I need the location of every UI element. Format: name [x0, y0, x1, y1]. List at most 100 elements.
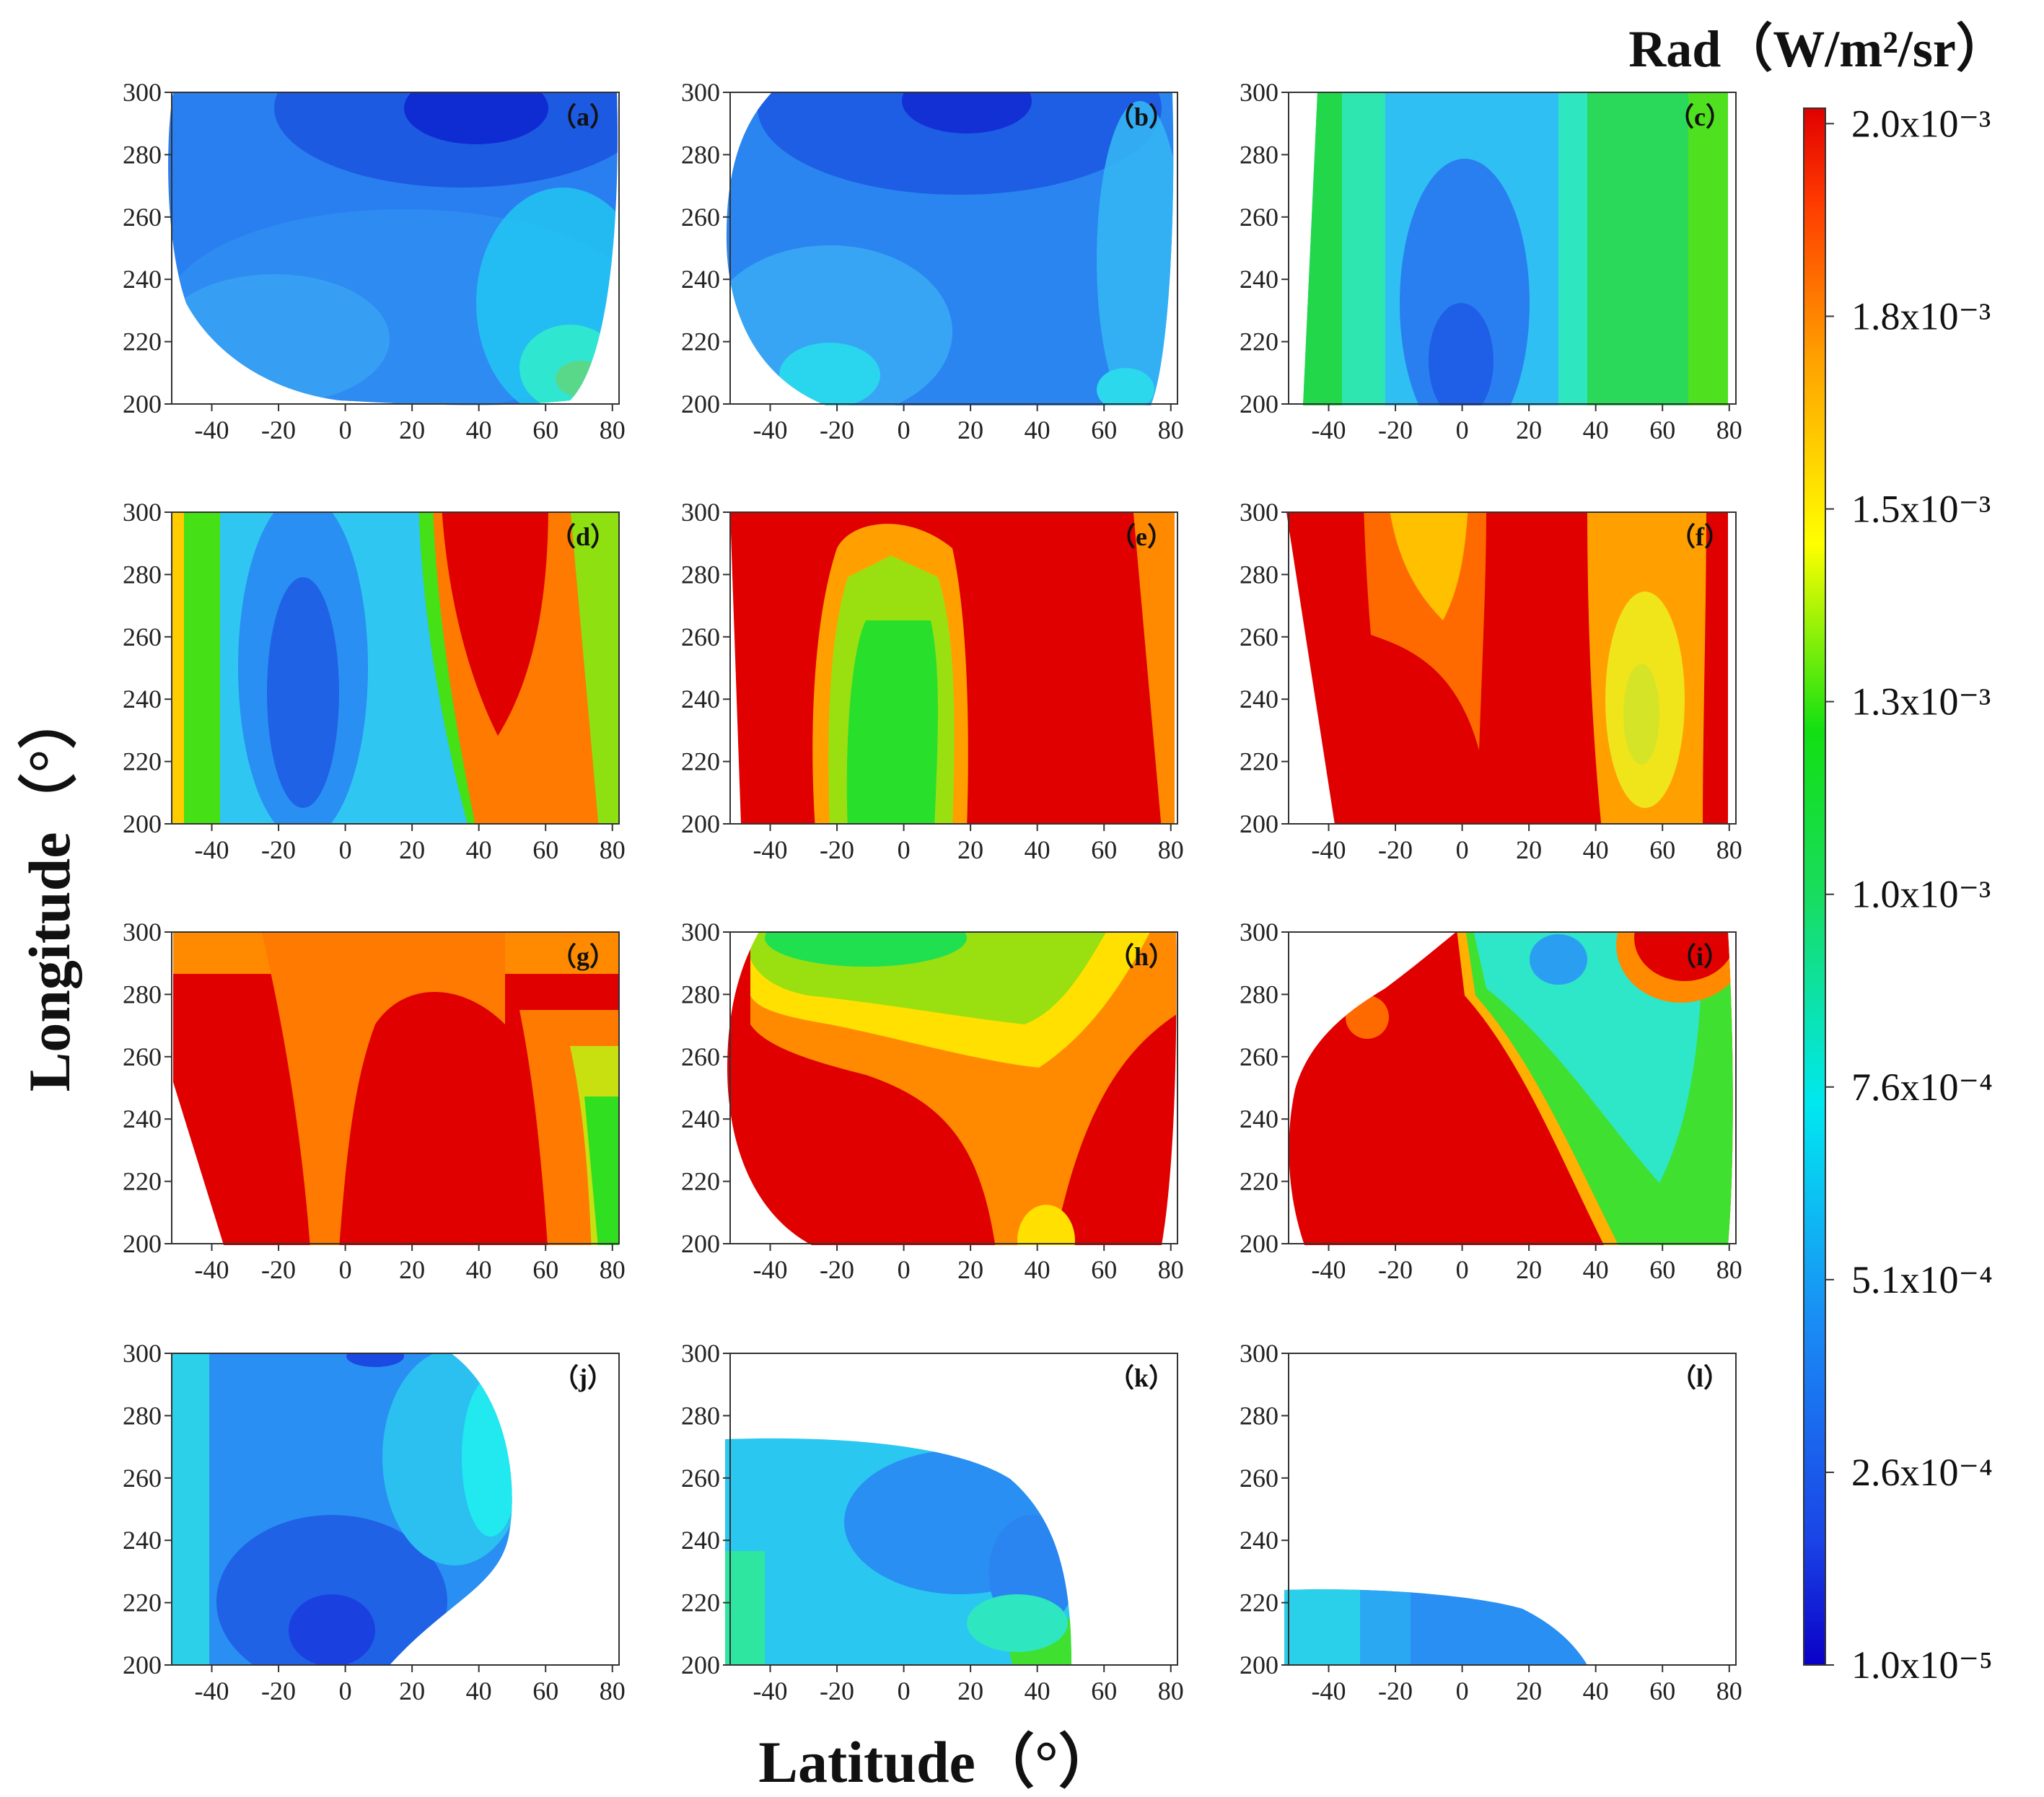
colorbar-tick-label: 7.6x10⁻⁴: [1851, 1066, 1993, 1109]
y-tick-label: 300: [1240, 918, 1278, 946]
colorbar: [1803, 107, 1826, 1666]
colorbar-ticks: 1.0x10⁻⁵ 2.6x10⁻⁴ 5.1x10⁻⁴ 7.6x10⁻⁴ 1.0x10⁻³…: [1825, 102, 1993, 1687]
x-tick-label: -20: [261, 1677, 296, 1705]
x-tick-label: -40: [1312, 416, 1346, 444]
y-tick-label: 280: [681, 1401, 720, 1430]
y-tick-label: 280: [681, 140, 720, 169]
x-tick-label: 0: [339, 1677, 352, 1705]
field-c: [1303, 92, 1728, 405]
x-tick-label: 0: [1456, 416, 1469, 444]
x-tick-label: 80: [1158, 1255, 1184, 1284]
x-tick-label: 60: [1091, 1255, 1117, 1284]
x-tick-label: 80: [600, 1255, 626, 1284]
y-tick-label: 240: [681, 685, 720, 713]
x-tick-label: 20: [957, 1677, 983, 1705]
x-tick-label: 20: [1516, 835, 1542, 864]
y-tick-label: 260: [1240, 623, 1278, 651]
panel-frame: [729, 92, 1178, 405]
x-tick-label: 60: [532, 416, 558, 444]
y-tick-label: 220: [1240, 328, 1278, 356]
x-tick-label: -40: [1312, 835, 1346, 864]
panel-f: 200 220 240 260 280 300 -40 -20 0 20 40 60 80 （f）: [1240, 498, 1742, 864]
panel-j: 200 220 240 260 280 300 -40 -20 0 20 40 60 80 （j）: [123, 1339, 626, 1705]
x-tick-label: -40: [195, 1677, 229, 1705]
colorbar-tick-label: 1.0x10⁻⁵: [1851, 1643, 1993, 1687]
panel-label-d: （d）: [550, 522, 616, 551]
y-tick-label: 300: [681, 78, 720, 107]
panel-g: 200 220 240 260 280 300 -40 -20 0 20 40 60 80 （g）: [123, 918, 626, 1284]
colorbar-tick-label: 5.1x10⁻⁴: [1851, 1258, 1993, 1301]
panel-frame: [171, 511, 620, 825]
x-tick-label: -40: [195, 1255, 229, 1284]
panel-e: 200 220 240 260 280 300 -40 -20 0 20 40 60 80 （e）: [681, 498, 1184, 864]
y-tick-label: 240: [1240, 1104, 1278, 1133]
panel-label-i: （i）: [1670, 942, 1729, 971]
x-tick-label: -20: [261, 835, 296, 864]
x-tick-label: 60: [1649, 835, 1675, 864]
y-tick-label: 220: [681, 1589, 720, 1617]
x-tick-label: 80: [600, 835, 626, 864]
panel-label-l: （l）: [1670, 1363, 1729, 1392]
x-tick-label: -40: [1312, 1255, 1346, 1284]
y-tick-label: 200: [1240, 809, 1278, 838]
x-tick-label: 20: [399, 1677, 425, 1705]
x-tick-label: 80: [1716, 416, 1742, 444]
x-tick-label: 0: [898, 835, 911, 864]
x-tick-label: -40: [753, 416, 788, 444]
x-tick-label: -20: [261, 1255, 296, 1284]
y-tick-label: 260: [681, 1042, 720, 1071]
x-tick-label: 40: [1025, 835, 1050, 864]
y-tick-label: 220: [1240, 747, 1278, 776]
x-tick-label: 0: [339, 1255, 352, 1284]
colorbar-tick-label: 1.5x10⁻³: [1851, 488, 1991, 531]
x-tick-label: 20: [399, 1255, 425, 1284]
x-tick-label: 40: [466, 1677, 492, 1705]
y-tick-label: 220: [1240, 1167, 1278, 1196]
y-tick-label: 220: [123, 1167, 162, 1196]
panel-k: 200 220 240 260 280 300 -40 -20 0 20 40 60 80 （k）: [681, 1339, 1184, 1705]
panel-b: 200 220 240 260 280 300 -40 -20 0 20 40 60 80 （b）: [681, 78, 1184, 444]
y-tick-label: 260: [1240, 1042, 1278, 1071]
y-tick-label: 200: [681, 809, 720, 838]
y-tick-label: 280: [681, 560, 720, 589]
y-tick-label: 220: [681, 328, 720, 356]
panel-frame: [171, 92, 620, 405]
y-tick-label: 200: [123, 1651, 162, 1679]
x-tick-label: 20: [399, 835, 425, 864]
field-e: [730, 512, 1175, 825]
x-tick-label: 80: [1158, 1677, 1184, 1705]
y-tick-label: 220: [1240, 1589, 1278, 1617]
panel-label-b: （b）: [1108, 102, 1175, 131]
panel-frame: [1288, 1353, 1737, 1666]
y-tick-label: 200: [681, 1229, 720, 1258]
y-tick-label: 260: [123, 1464, 162, 1493]
y-tick-label: 240: [123, 1526, 162, 1555]
x-tick-label: 40: [466, 416, 492, 444]
y-tick-label: 300: [123, 918, 162, 946]
field-k: [725, 1438, 1071, 1665]
colorbar-tick-label: 1.3x10⁻³: [1851, 680, 1991, 724]
panel-frame: [171, 1353, 620, 1666]
x-tick-label: 60: [1649, 1255, 1675, 1284]
field-l: [1284, 1589, 1587, 1665]
x-tick-label: 20: [1516, 1677, 1542, 1705]
panel-label-g: （g）: [551, 942, 615, 971]
panel-frame: [729, 931, 1178, 1244]
x-tick-label: 0: [898, 416, 911, 444]
x-tick-label: -20: [820, 1677, 854, 1705]
y-tick-label: 200: [1240, 1651, 1278, 1679]
y-tick-label: 280: [123, 1401, 162, 1430]
field-b: [726, 92, 1174, 405]
y-tick-label: 300: [1240, 498, 1278, 527]
x-tick-label: 80: [1716, 1677, 1742, 1705]
contour-fields: [168, 92, 1733, 1665]
x-tick-label: 0: [898, 1255, 911, 1284]
x-tick-label: 40: [466, 835, 492, 864]
y-tick-label: 200: [1240, 1229, 1278, 1258]
y-tick-label: 260: [1240, 203, 1278, 232]
x-tick-label: 0: [1456, 835, 1469, 864]
x-tick-label: 40: [1583, 1255, 1609, 1284]
y-tick-label: 220: [123, 1589, 162, 1617]
